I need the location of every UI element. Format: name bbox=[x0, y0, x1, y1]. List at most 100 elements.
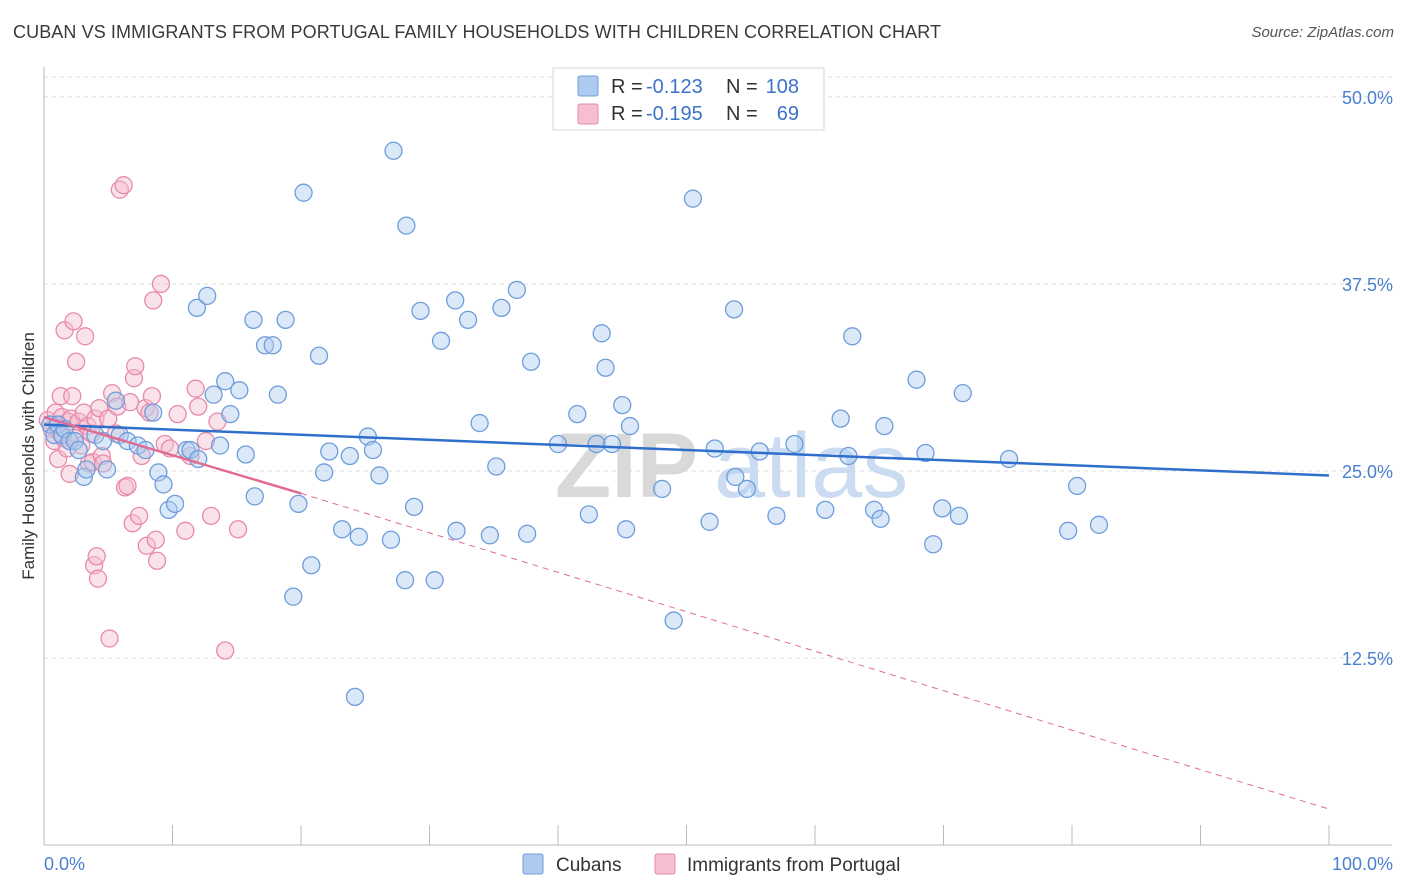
bottom-legend-swatch-cubans bbox=[522, 853, 544, 875]
cubans-point bbox=[263, 336, 282, 355]
portugal-point bbox=[48, 449, 68, 469]
cubans-point bbox=[77, 460, 96, 479]
cubans-point bbox=[302, 556, 321, 575]
cubans-point bbox=[700, 512, 719, 531]
portugal-point bbox=[90, 398, 109, 418]
legend-r-label-portugal: R = bbox=[611, 103, 643, 125]
chart-title: CUBAN VS IMMIGRANTS FROM PORTUGAL FAMILY… bbox=[13, 22, 942, 42]
cubans-point bbox=[652, 479, 672, 499]
series-immigrants-from-portugal bbox=[38, 176, 248, 660]
legend-r-value-portugal: -0.195 bbox=[646, 103, 703, 125]
portugal-point bbox=[66, 352, 86, 371]
portugal-point bbox=[146, 530, 165, 549]
portugal-point bbox=[87, 547, 106, 566]
cubans-point bbox=[244, 310, 263, 330]
cubans-point bbox=[230, 381, 249, 400]
portugal-point bbox=[216, 641, 235, 660]
cubans-point bbox=[381, 530, 401, 549]
cubans-point bbox=[1058, 521, 1078, 540]
series-legend: Cubans Immigrants from Portugal bbox=[522, 853, 900, 876]
cubans-point bbox=[831, 409, 850, 428]
cubans-point bbox=[616, 520, 636, 539]
cubans-point bbox=[165, 494, 185, 514]
portugal-point bbox=[189, 397, 208, 416]
cubans-point bbox=[816, 500, 835, 520]
watermark-atlas: atlas bbox=[714, 415, 908, 517]
portugal-point bbox=[142, 387, 162, 406]
cubans-point bbox=[602, 434, 622, 454]
x-tick-label-max: 100.0% bbox=[1332, 854, 1393, 874]
cubans-point bbox=[236, 445, 255, 464]
portugal-point bbox=[201, 506, 221, 525]
cubans-point bbox=[1067, 476, 1087, 496]
portugal-point bbox=[75, 327, 95, 346]
cubans-point bbox=[507, 280, 527, 300]
bottom-legend-swatch-portugal bbox=[654, 853, 676, 875]
cubans-point bbox=[314, 463, 334, 482]
cubans-point bbox=[309, 346, 329, 365]
portugal-point bbox=[64, 312, 83, 331]
y-tick-label: 50.0% bbox=[1342, 88, 1393, 108]
cubans-point bbox=[933, 499, 952, 518]
portugal-point bbox=[228, 520, 248, 539]
legend-n-label-cubans: N = bbox=[726, 76, 758, 98]
cubans-point bbox=[587, 434, 606, 454]
cubans-point bbox=[907, 370, 926, 389]
cubans-point bbox=[447, 521, 466, 540]
legend-swatch-portugal bbox=[577, 103, 599, 125]
cubans-point bbox=[843, 327, 862, 346]
cubans-point bbox=[592, 324, 611, 343]
cubans-point bbox=[216, 372, 235, 391]
y-tick-labels: 12.5% 25.0% 37.5% 50.0% bbox=[1342, 88, 1393, 669]
legend-n-label-portugal: N = bbox=[726, 103, 758, 125]
cubans-point bbox=[875, 416, 894, 436]
portugal-point bbox=[92, 446, 111, 466]
portugal-point bbox=[168, 404, 187, 424]
cubans-point bbox=[458, 310, 478, 330]
cubans-point bbox=[705, 439, 724, 458]
legend-swatch-cubans bbox=[577, 75, 599, 97]
cubans-point bbox=[144, 403, 163, 422]
correlation-legend: R = -0.123 N = 108 R = -0.195 N = 69 bbox=[552, 67, 825, 131]
cubans-point bbox=[255, 336, 275, 355]
watermark-zip: ZIP bbox=[555, 415, 698, 517]
portugal-point bbox=[151, 274, 171, 294]
cubans-point bbox=[521, 352, 541, 371]
cubans-point bbox=[596, 358, 615, 377]
legend-n-value-cubans: 108 bbox=[766, 76, 799, 98]
portugal-point bbox=[123, 514, 142, 533]
cubans-point bbox=[384, 141, 403, 160]
cubans-point bbox=[871, 509, 890, 528]
cubans-point bbox=[425, 571, 444, 590]
portugal-point bbox=[186, 379, 205, 398]
portugal-point bbox=[100, 629, 119, 648]
axes bbox=[43, 67, 1392, 846]
cubans-point bbox=[568, 404, 587, 424]
cubans-point bbox=[620, 416, 640, 436]
cubans-point bbox=[864, 500, 884, 520]
cubans-point bbox=[397, 216, 416, 235]
legend-r-label-cubans: R = bbox=[611, 76, 643, 98]
cubans-point bbox=[999, 449, 1019, 469]
cubans-point bbox=[487, 457, 506, 476]
y-axis-label: Family Households with Children bbox=[19, 332, 38, 580]
watermark: ZIP atlas bbox=[555, 415, 908, 517]
cubans-point bbox=[518, 524, 537, 543]
cubans-point bbox=[294, 183, 313, 202]
cubans-point bbox=[411, 301, 430, 321]
cubans-point bbox=[949, 506, 969, 525]
cubans-point bbox=[187, 298, 207, 318]
cubans-point bbox=[924, 535, 943, 554]
cubans-point bbox=[1089, 515, 1109, 534]
y-tick-label: 12.5% bbox=[1342, 649, 1393, 669]
cubans-point bbox=[664, 611, 683, 630]
portugal-trend-extension bbox=[300, 492, 1330, 810]
portugal-point bbox=[114, 176, 133, 195]
legend-r-value-cubans: -0.123 bbox=[646, 76, 703, 98]
cubans-point bbox=[97, 460, 117, 479]
cubans-point bbox=[446, 291, 465, 310]
cubans-point bbox=[785, 434, 804, 454]
cubans-point bbox=[284, 587, 303, 606]
cubans-point bbox=[221, 404, 240, 424]
cubans-trend-line bbox=[43, 423, 1330, 477]
